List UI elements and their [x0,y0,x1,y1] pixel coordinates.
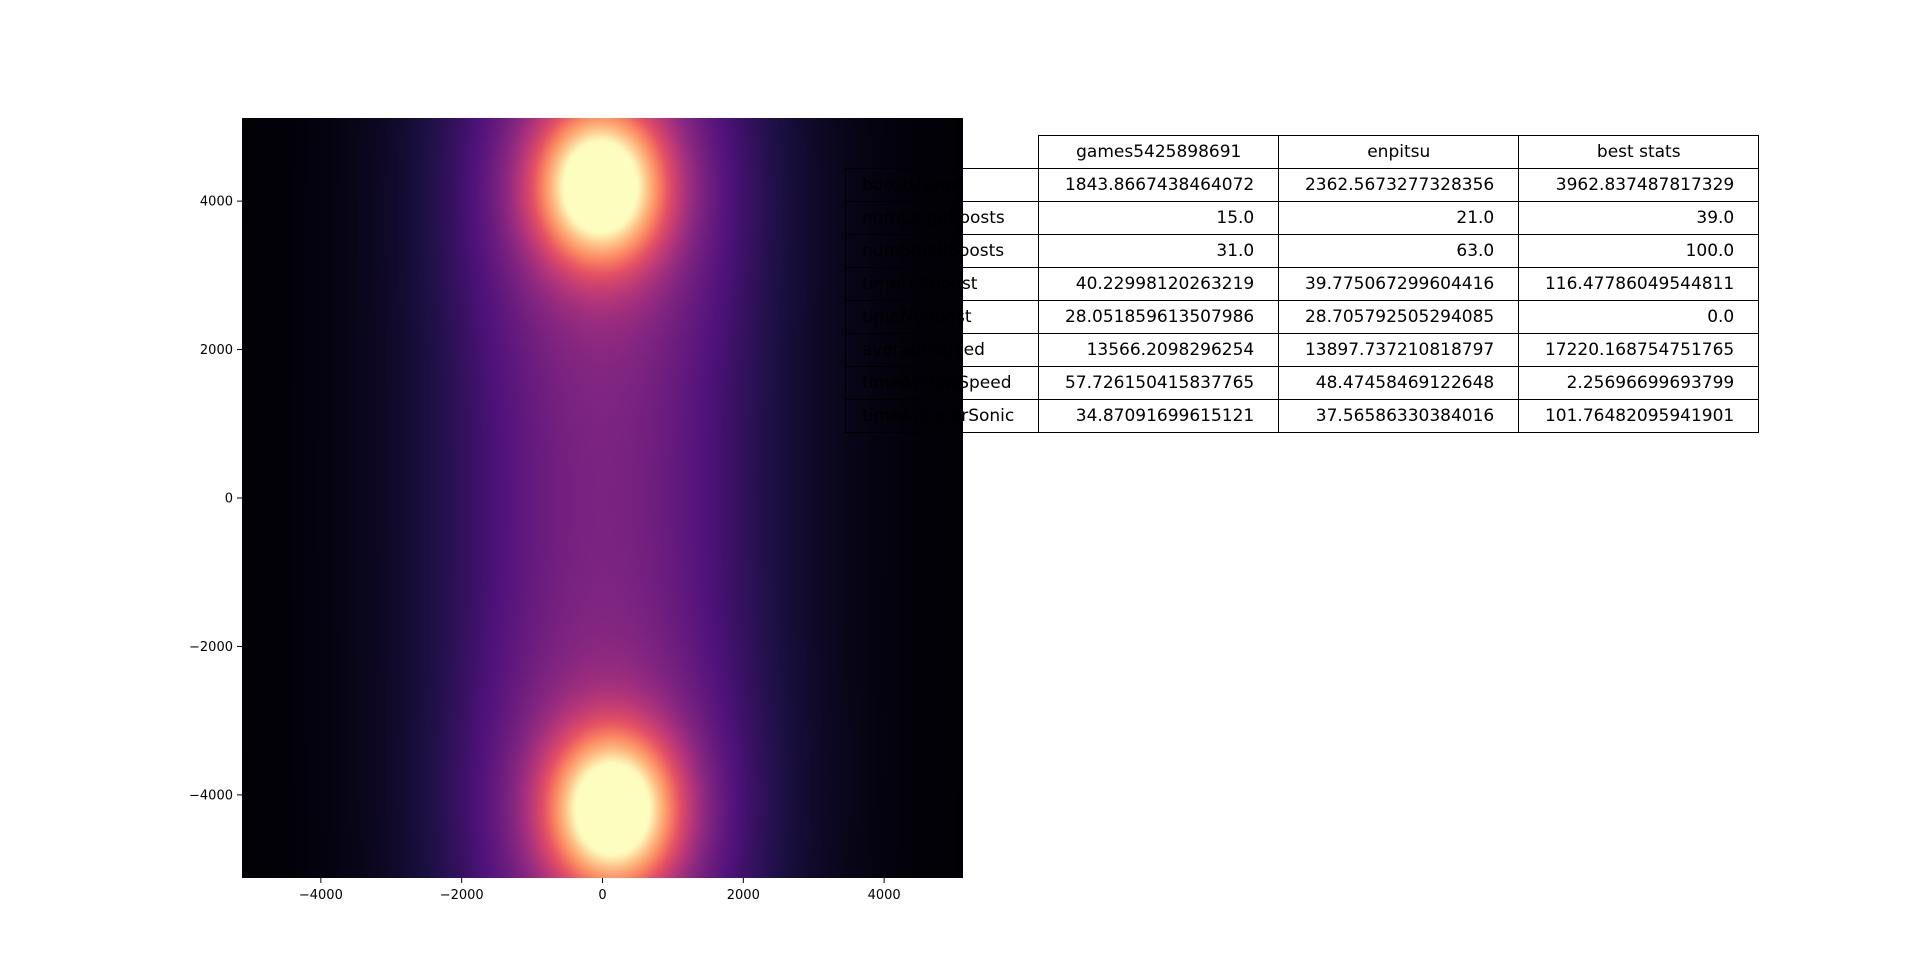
table-row: averageSpeed 13566.2098296254 13897.737210… [844,333,1760,367]
table-row: numLargeBoosts 15.0 21.0 39.0 [844,201,1760,235]
y-tick-label: 0 [225,492,233,507]
table-corner [846,136,1039,169]
table-row: numSmallBoosts 31.0 63.0 100.0 [844,234,1760,268]
column-header: games5425898691 [1038,135,1280,169]
table-cell: 116.47786049544811 [1518,267,1760,301]
table-cell: 39.0 [1518,201,1760,235]
x-axis: −4000 −2000 0 2000 4000 [299,878,901,903]
table-cell: 0.0 [1518,300,1760,334]
table-cell: 2362.5673277328356 [1278,168,1520,202]
row-label: timeNoBoost [844,300,1040,334]
column-header: enpitsu [1278,135,1520,169]
table-row: boostUsage 1843.8667438464072 2362.5673277… [844,168,1760,202]
table-cell: 1843.8667438464072 [1038,168,1280,202]
table-row: timeNoBoost 28.051859613507986 28.70579250… [844,300,1760,334]
y-tick-label: 2000 [200,343,233,358]
table-cell: 63.0 [1278,234,1520,268]
table-cell: 13897.737210818797 [1278,333,1520,367]
table-cell: 28.051859613507986 [1038,300,1280,334]
table-cell: 101.76482095941901 [1518,399,1760,433]
table-cell: 34.87091699615121 [1038,399,1280,433]
row-label: boostUsage [844,168,1040,202]
row-label: timeAtSlowSpeed [844,366,1040,400]
table-row: timeAtSlowSpeed 57.726150415837765 48.4745… [844,366,1760,400]
table-cell: 48.47458469122648 [1278,366,1520,400]
y-tick-label: 4000 [200,195,233,210]
x-tick-label: 0 [598,888,606,903]
table-cell: 57.726150415837765 [1038,366,1280,400]
x-tick-label: −2000 [440,888,484,903]
table-cell: 13566.2098296254 [1038,333,1280,367]
y-axis: 4000 2000 0 −2000 −4000 [189,195,242,803]
table-cell: 100.0 [1518,234,1760,268]
column-header: best stats [1518,135,1760,169]
x-tick-label: 2000 [727,888,760,903]
table-row: timeFullBoost 40.22998120263219 39.7750672… [844,267,1760,301]
row-label: numLargeBoosts [844,201,1040,235]
row-label: averageSpeed [844,333,1040,367]
y-tick-label: −2000 [189,640,233,655]
table-cell: 15.0 [1038,201,1280,235]
heatmap-image [242,118,963,878]
x-tick-label: −4000 [299,888,343,903]
table-cell: 21.0 [1278,201,1520,235]
row-label: numSmallBoosts [844,234,1040,268]
table-cell: 2.25696699693799 [1518,366,1760,400]
table-cell: 31.0 [1038,234,1280,268]
table-row: timeAtSuperSonic 34.87091699615121 37.5658… [844,399,1760,433]
row-label: timeAtSuperSonic [844,399,1040,433]
stats-table: games5425898691 enpitsu best stats boost… [844,135,1760,433]
table-cell: 17220.168754751765 [1518,333,1760,367]
table-header-row: games5425898691 enpitsu best stats [846,135,1760,169]
table-cell: 28.705792505294085 [1278,300,1520,334]
y-tick-label: −4000 [189,788,233,803]
table-cell: 3962.837487817329 [1518,168,1760,202]
table-cell: 40.22998120263219 [1038,267,1280,301]
row-label: timeFullBoost [844,267,1040,301]
table-cell: 39.775067299604416 [1278,267,1520,301]
x-tick-label: 4000 [868,888,901,903]
table-cell: 37.56586330384016 [1278,399,1520,433]
heatmap-plot: −4000 −2000 0 2000 4000 4000 2000 0 −2000 −4000 [189,118,963,903]
